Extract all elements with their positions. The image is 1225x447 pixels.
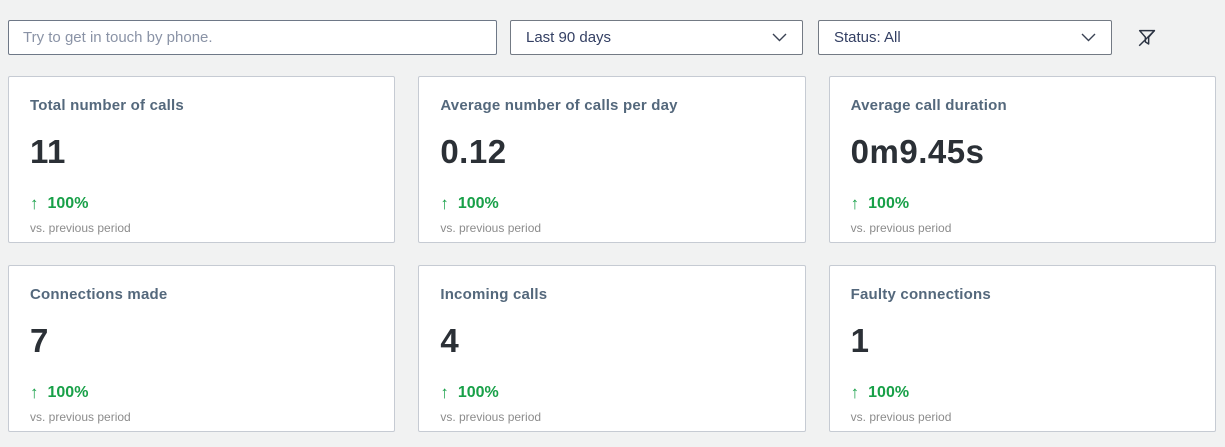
change-percent: 100% (868, 384, 910, 401)
card-trend: ↑ 100% (30, 383, 374, 403)
search-input[interactable] (8, 20, 497, 55)
card-title: Faulty connections (850, 286, 991, 303)
trend-up-icon: ↑ (440, 383, 449, 402)
trend-up-icon: ↑ (30, 194, 39, 213)
card-value: 7 (30, 322, 49, 359)
comparison-label: vs. previous period (440, 410, 542, 424)
card-trend: ↑ 100% (851, 194, 1195, 214)
stat-card-faulty-connections: Faulty connections 1 ↑ 100% vs. previous… (828, 265, 1216, 432)
card-trend: ↑ 100% (30, 194, 374, 214)
trend-up-icon: ↑ (440, 194, 449, 213)
card-value: 0m9.45s (850, 133, 985, 170)
change-percent: 100% (868, 195, 910, 212)
stats-row-1: Total number of calls 11 ↑ 100% vs. prev… (8, 76, 1216, 243)
stat-card-avg-calls-per-day: Average number of calls per day 0.12 ↑ 1… (418, 76, 806, 243)
date-range-selected-value: Last 90 days (526, 29, 612, 46)
trend-up-icon: ↑ (850, 383, 860, 402)
comparison-label: vs. previous period (440, 221, 542, 235)
comparison-label: vs. previous period (30, 221, 131, 235)
card-title: Connections made (30, 286, 168, 303)
chevron-down-icon (772, 33, 787, 42)
comparison-label: vs. previous period (850, 221, 952, 235)
card-trend: ↑ 100% (440, 383, 784, 403)
change-percent: 100% (47, 195, 89, 212)
trend-up-icon: ↑ (30, 383, 39, 402)
card-trend: ↑ 100% (440, 194, 784, 214)
change-percent: 100% (457, 384, 499, 401)
status-filter-select[interactable]: Status: All (818, 20, 1112, 55)
stats-row-2: Connections made 7 ↑ 100% vs. previous p… (8, 265, 1216, 432)
card-value: 11 (30, 133, 66, 170)
chevron-down-icon (1081, 33, 1096, 42)
card-title: Total number of calls (30, 97, 184, 114)
stat-card-avg-call-duration: Average call duration 0m9.45s ↑ 100% vs.… (828, 76, 1216, 243)
stat-card-incoming-calls: Incoming calls 4 ↑ 100% vs. previous per… (418, 265, 806, 432)
comparison-label: vs. previous period (30, 410, 131, 424)
clear-filters-button[interactable] (1133, 24, 1161, 52)
change-percent: 100% (457, 195, 499, 212)
card-title: Average call duration (850, 97, 1007, 114)
change-percent: 100% (47, 384, 89, 401)
stat-card-connections-made: Connections made 7 ↑ 100% vs. previous p… (8, 265, 396, 432)
card-value: 0.12 (440, 133, 507, 170)
card-title: Average number of calls per day (440, 97, 678, 114)
comparison-label: vs. previous period (850, 410, 952, 424)
card-trend: ↑ 100% (851, 383, 1195, 403)
card-value: 4 (440, 322, 460, 359)
card-title: Incoming calls (440, 286, 548, 303)
filter-off-icon (1138, 29, 1156, 46)
stat-card-total-calls: Total number of calls 11 ↑ 100% vs. prev… (8, 76, 396, 243)
status-selected-value: Status: All (834, 29, 901, 46)
trend-up-icon: ↑ (850, 194, 860, 213)
filter-toolbar: Last 90 days Status: All (8, 20, 1216, 55)
card-value: 1 (850, 322, 870, 359)
date-range-select[interactable]: Last 90 days (510, 20, 803, 55)
